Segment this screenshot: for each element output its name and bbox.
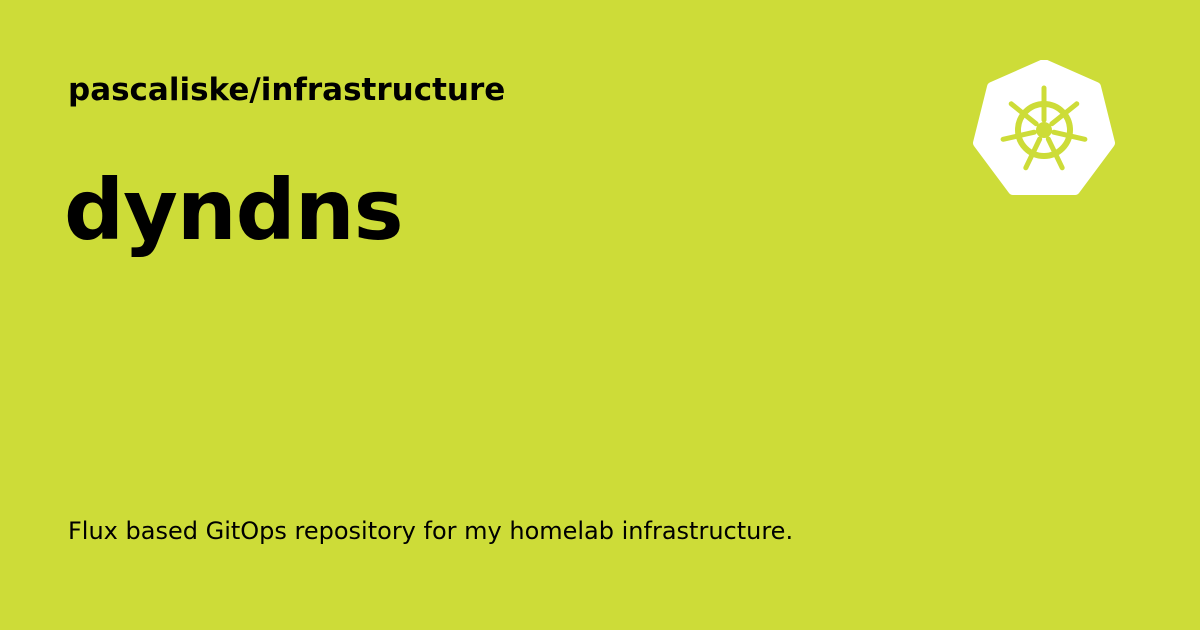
page-title: dyndns: [64, 161, 404, 259]
repository-name: pascaliske/infrastructure: [68, 72, 506, 108]
kubernetes-helm-icon: [972, 60, 1116, 200]
repository-description: Flux based GitOps repository for my home…: [68, 517, 794, 545]
